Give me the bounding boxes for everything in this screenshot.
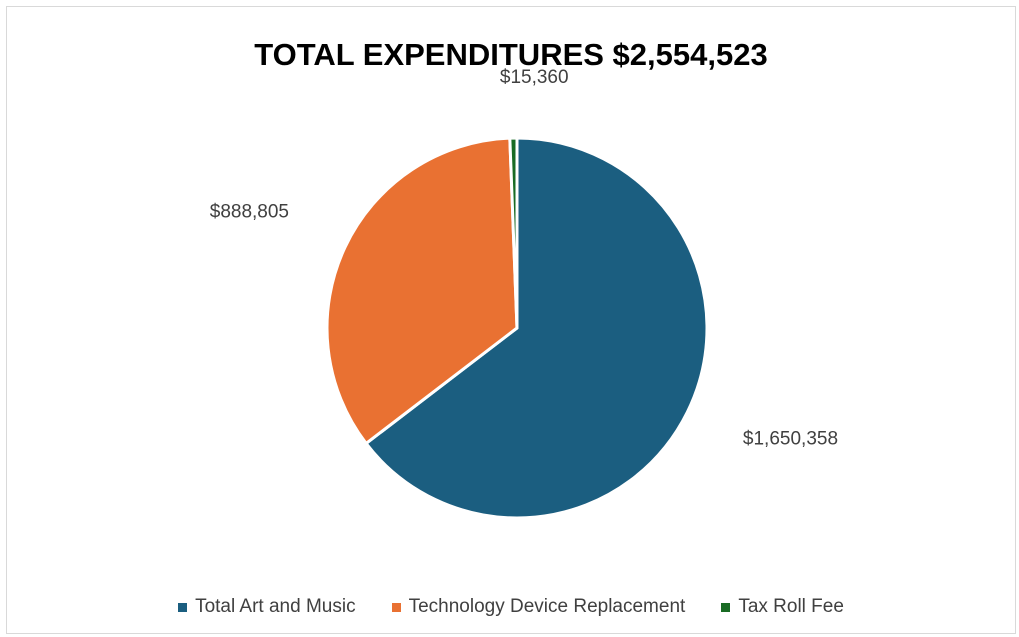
legend-label-tax-roll: Tax Roll Fee xyxy=(738,596,844,617)
pie-labels: $1,650,358 $888,805 $15,360 xyxy=(210,67,838,450)
legend-swatch-tax-roll xyxy=(721,602,731,612)
chart-title: TOTAL EXPENDITURES $2,554,523 xyxy=(254,37,768,72)
data-label-tax-roll: $15,360 xyxy=(500,67,569,88)
legend: Total Art and Music Technology Device Re… xyxy=(7,596,1015,618)
legend-item-art-music: Total Art and Music xyxy=(178,596,356,618)
pie-chart: $1,650,358 $888,805 $15,360 xyxy=(210,67,838,520)
slice-tax-roll xyxy=(508,136,519,330)
slice-technology xyxy=(325,136,519,445)
legend-item-tax-roll: Tax Roll Fee xyxy=(721,596,844,618)
pie-slices xyxy=(325,136,709,520)
legend-label-art-music: Total Art and Music xyxy=(195,596,356,617)
legend-swatch-technology xyxy=(391,602,401,612)
chart-frame: TOTAL EXPENDITURES $2,554,523 $1,650,358… xyxy=(6,6,1016,634)
slice-art-music xyxy=(364,136,709,520)
data-label-art-music: $1,650,358 xyxy=(743,429,838,450)
legend-item-technology: Technology Device Replacement xyxy=(391,596,686,618)
data-label-technology: $888,805 xyxy=(210,202,289,223)
legend-swatch-art-music xyxy=(178,602,188,612)
legend-label-technology: Technology Device Replacement xyxy=(408,596,686,617)
